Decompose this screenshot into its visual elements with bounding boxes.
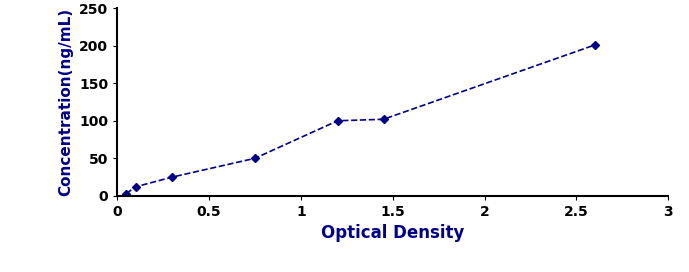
Y-axis label: Concentration(ng/mL): Concentration(ng/mL) bbox=[59, 8, 74, 196]
X-axis label: Optical Density: Optical Density bbox=[321, 224, 464, 242]
